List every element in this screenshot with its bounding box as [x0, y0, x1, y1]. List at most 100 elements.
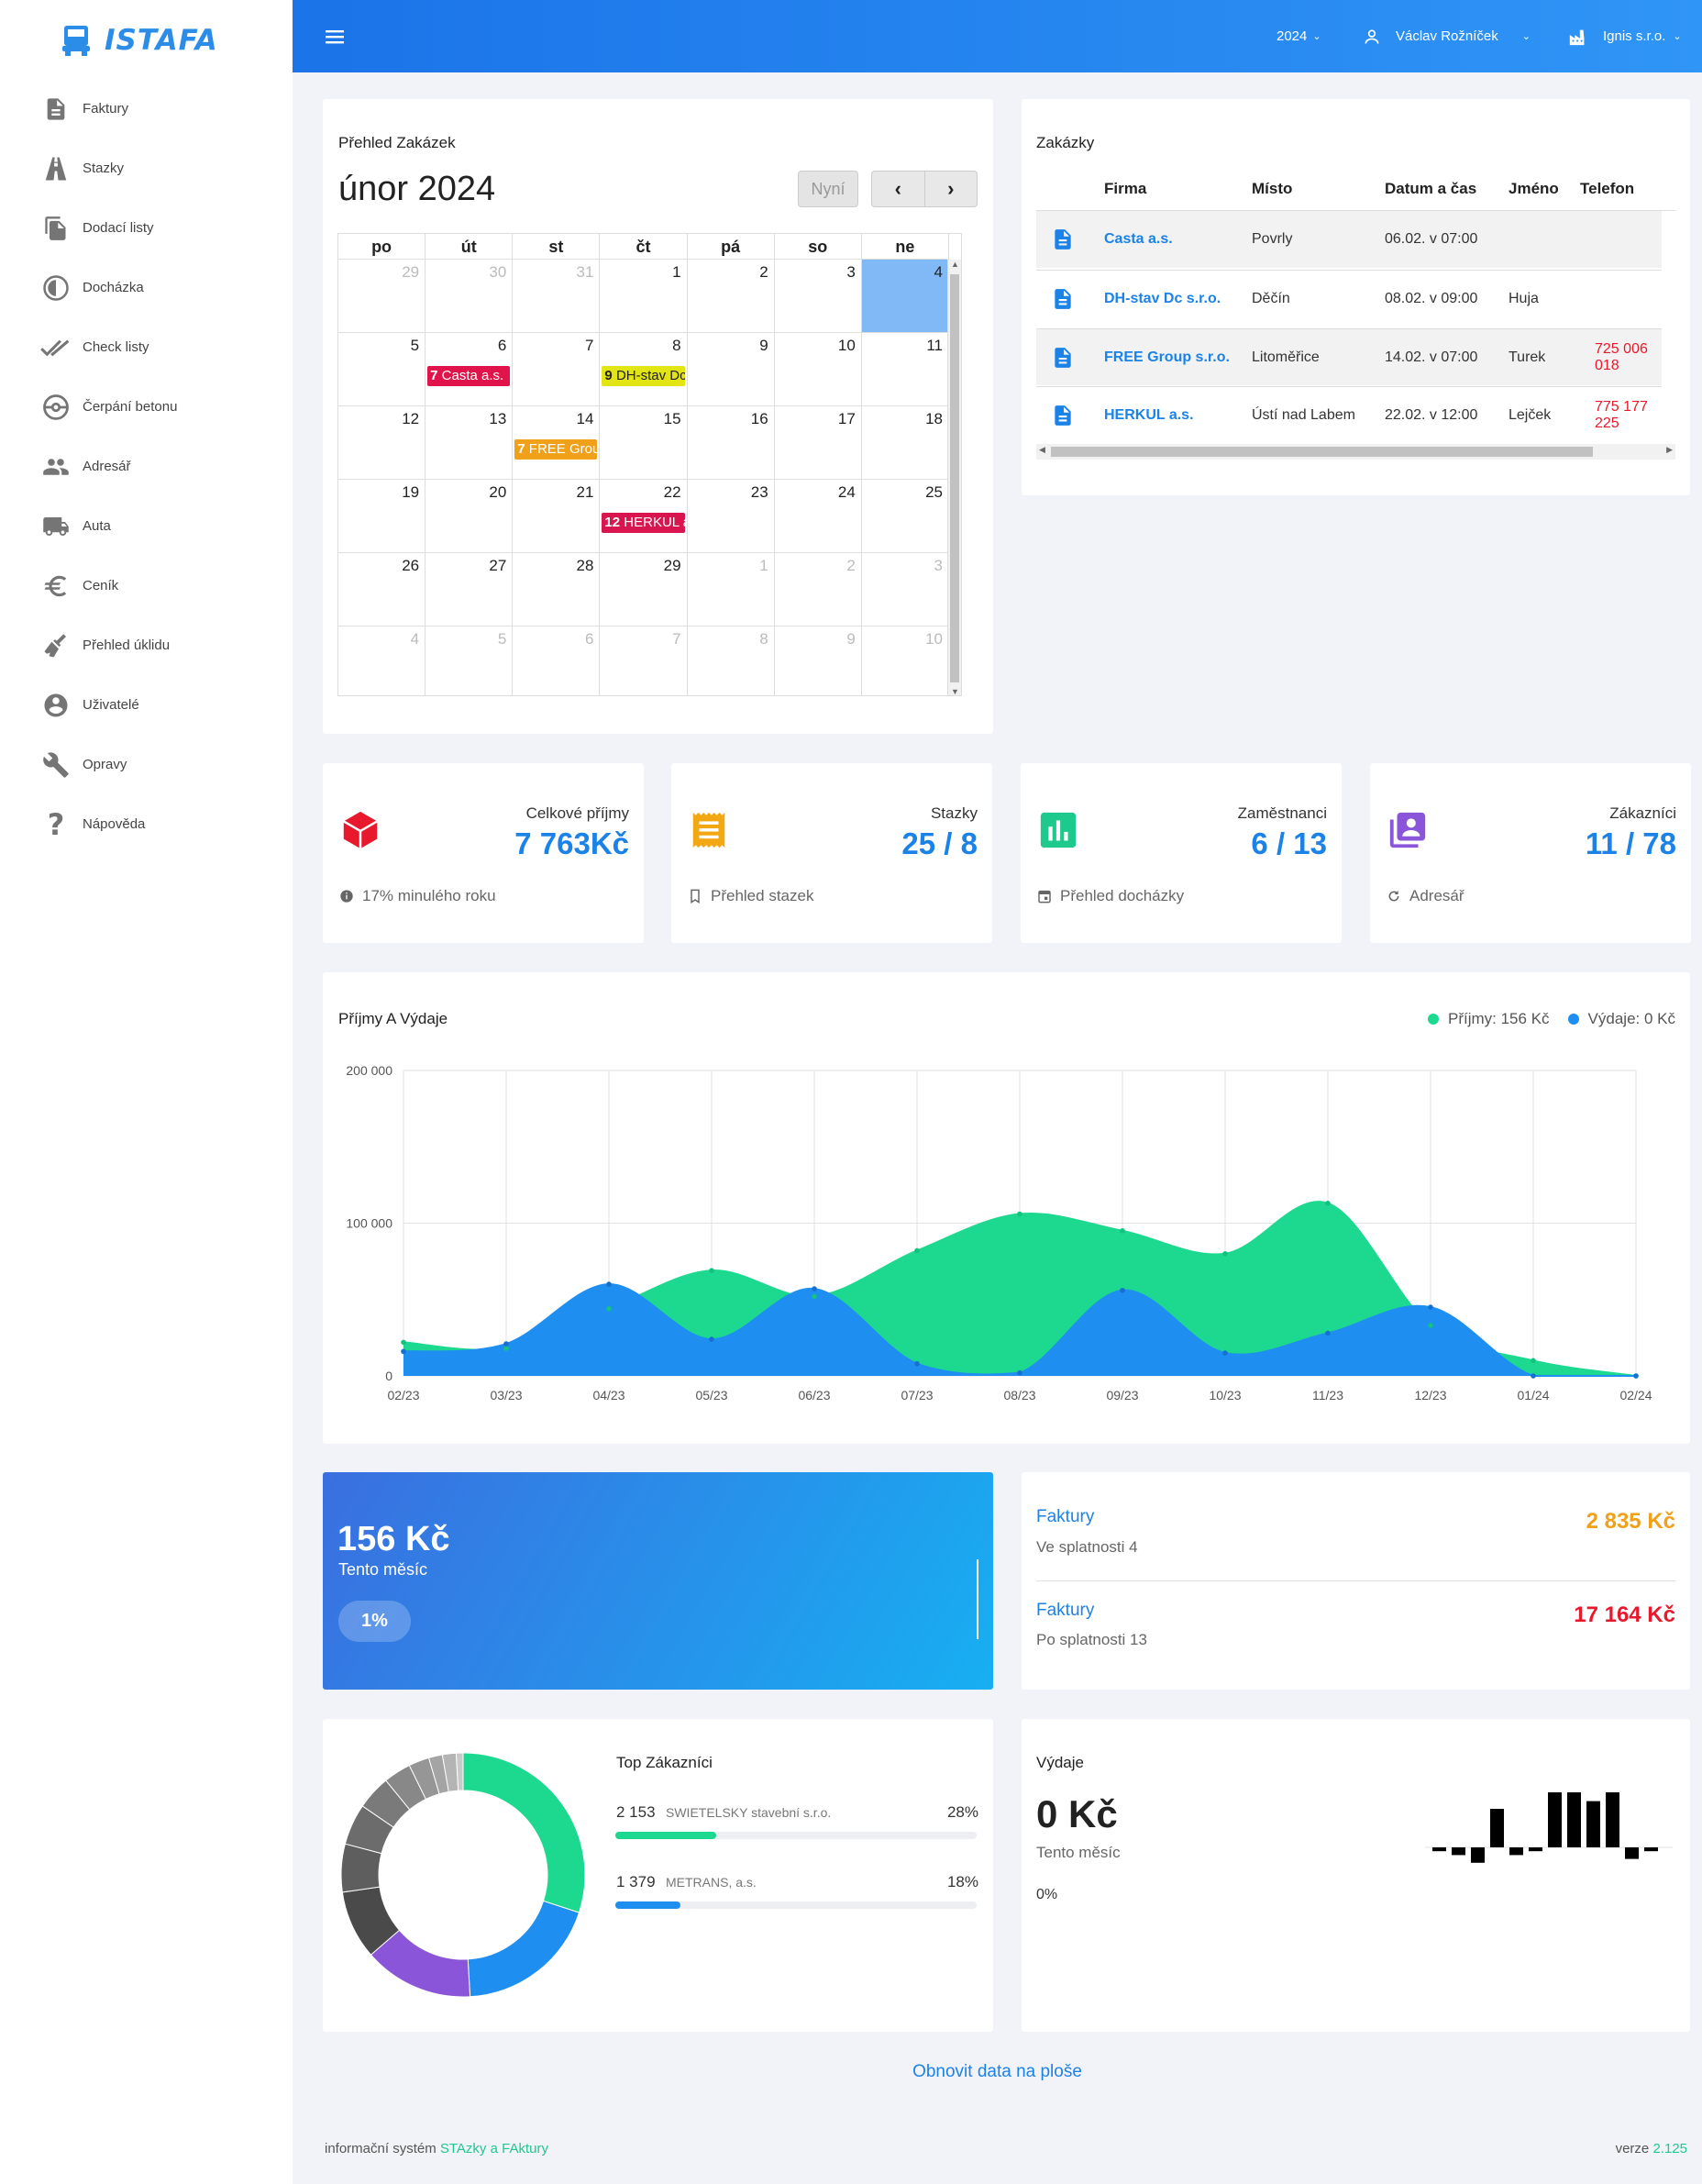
column-header-telefon[interactable]: Telefon [1580, 180, 1635, 197]
sidebar-item-prehled-uklidu[interactable]: Přehled úklidu [0, 615, 293, 675]
customer-name[interactable]: METRANS, a.s. [666, 1875, 757, 1890]
stat-footer[interactable]: Přehled stazek [688, 887, 813, 905]
stat-card-customers[interactable]: Zákazníci 11 / 78 Adresář [1370, 763, 1691, 943]
calendar-event[interactable]: 7 FREE Group s.r.o. [514, 439, 598, 460]
sidebar-item-faktury[interactable]: Faktury [0, 79, 293, 139]
stat-card-stazky[interactable]: Stazky 25 / 8 Přehled stazek [671, 763, 992, 943]
footer-link[interactable]: STAzky a FAktury [439, 2141, 548, 2156]
calendar-event[interactable]: 12 HERKUL a.s. [602, 513, 685, 533]
sidebar-item-cerpani-betonu[interactable]: Čerpání betonu [0, 377, 293, 437]
calendar-day[interactable]: 21 [513, 480, 601, 552]
table-row[interactable]: Casta a.s. Povrly 06.02. v 07:00 [1036, 211, 1662, 268]
calendar-day[interactable]: 1 [688, 553, 775, 626]
sidebar-item-adresar[interactable]: Adresář [0, 437, 293, 496]
customers-donut-chart[interactable] [323, 1741, 589, 2007]
calendar-day[interactable]: 30 [426, 260, 514, 332]
calendar-day[interactable]: 25 [862, 480, 949, 552]
table-row[interactable]: HERKUL a.s. Ústí nad Labem 22.02. v 12:0… [1036, 386, 1662, 443]
sidebar-item-uzivatele[interactable]: Uživatelé [0, 675, 293, 735]
refresh-dashboard-link[interactable]: Obnovit data na ploše [912, 2062, 1082, 2081]
calendar-day[interactable]: 9 [775, 626, 862, 695]
table-row[interactable]: DH-stav Dc s.r.o. Děčín 08.02. v 09:00 H… [1036, 270, 1662, 327]
calendar-scrollbar[interactable]: ▲ ▼ [947, 260, 961, 695]
calendar-day[interactable]: 18 [862, 406, 949, 479]
calendar-day[interactable]: 6 [513, 626, 601, 695]
calendar-event[interactable]: 9 DH-stav Dc s.r.o. [602, 366, 685, 386]
sidebar-item-cenik[interactable]: Ceník [0, 556, 293, 615]
column-header-datum[interactable]: Datum a čas [1385, 180, 1477, 197]
calendar-day[interactable]: 15 [600, 406, 688, 479]
calendar-day[interactable]: 24 [775, 480, 862, 552]
stat-footer[interactable]: Přehled docházky [1037, 887, 1184, 905]
order-telefon[interactable]: 725 006 018 [1595, 340, 1648, 373]
horizontal-scrollbar[interactable]: ◀ ▶ [1036, 444, 1675, 460]
stat-footer[interactable]: Adresář [1387, 887, 1464, 905]
invoice-title[interactable]: Faktury [1036, 1507, 1095, 1526]
calendar-day[interactable]: 22 12 HERKUL a.s. [600, 480, 688, 552]
logo[interactable]: ISTAFA [61, 22, 218, 59]
column-header-misto[interactable]: Místo [1252, 180, 1293, 197]
calendar-day[interactable]: 14 7 FREE Group s.r.o. [513, 406, 601, 479]
calendar-day[interactable]: 10 [775, 333, 862, 405]
income-expense-chart[interactable]: 0 100 000 200 000 02/23 03/23 04/23 05/23 06/23… [323, 972, 1690, 1444]
calendar-day[interactable]: 31 [513, 260, 601, 332]
order-firma[interactable]: DH-stav Dc s.r.o. [1104, 290, 1221, 306]
menu-button[interactable] [326, 0, 346, 72]
year-dropdown[interactable]: 2024 ⌄ [1276, 0, 1321, 72]
calendar-day[interactable]: 3 [775, 260, 862, 332]
calendar-day[interactable]: 5 [338, 333, 426, 405]
order-firma[interactable]: Casta a.s. [1104, 231, 1173, 247]
prev-month-button[interactable]: ‹ [872, 172, 925, 206]
calendar-day[interactable]: 2 [688, 260, 775, 332]
calendar-day[interactable]: 13 [426, 406, 514, 479]
order-firma[interactable]: FREE Group s.r.o. [1104, 349, 1230, 365]
calendar-day[interactable]: 6 7 Casta a.s. [426, 333, 514, 405]
calendar-day[interactable]: 16 [688, 406, 775, 479]
calendar-day[interactable]: 23 [688, 480, 775, 552]
sidebar-item-dochazka[interactable]: Docházka [0, 258, 293, 317]
calendar-day[interactable]: 29 [338, 260, 426, 332]
today-button[interactable]: Nyní [798, 171, 858, 207]
calendar-day[interactable]: 28 [513, 553, 601, 626]
sidebar-item-stazky[interactable]: Stazky [0, 139, 293, 198]
calendar-day-today[interactable]: 4 [861, 260, 949, 332]
calendar-day[interactable]: 8 9 DH-stav Dc s.r.o. [600, 333, 688, 405]
next-month-button[interactable]: › [925, 172, 978, 206]
calendar-day[interactable]: 1 [600, 260, 688, 332]
calendar-day[interactable]: 10 [862, 626, 949, 695]
customer-name[interactable]: SWIETELSKY stavební s.r.o. [666, 1805, 832, 1820]
scrollbar-thumb[interactable] [1051, 447, 1593, 457]
calendar-day[interactable]: 4 [338, 626, 426, 695]
sidebar-item-napoveda[interactable]: ? Nápověda [0, 794, 293, 854]
calendar-day[interactable]: 8 [688, 626, 775, 695]
calendar-day[interactable]: 19 [338, 480, 426, 552]
user-dropdown[interactable]: Václav Rožníček ⌄ [1363, 0, 1531, 72]
order-telefon[interactable]: 775 177 225 [1595, 398, 1648, 431]
invoice-title[interactable]: Faktury [1036, 1601, 1095, 1620]
calendar-day[interactable]: 29 [600, 553, 688, 626]
sidebar-item-check-listy[interactable]: Check listy [0, 317, 293, 377]
scrollbar-thumb[interactable] [950, 274, 959, 682]
calendar-day[interactable]: 5 [426, 626, 514, 695]
calendar-day[interactable]: 12 [338, 406, 426, 479]
sidebar-item-auta[interactable]: Auta [0, 496, 293, 556]
calendar-day[interactable]: 11 [862, 333, 949, 405]
calendar-day[interactable]: 20 [426, 480, 514, 552]
legend-expense-label[interactable]: Výdaje: 0 Kč [1587, 1010, 1675, 1027]
calendar-day[interactable]: 7 [513, 333, 601, 405]
table-row[interactable]: FREE Group s.r.o. Litoměřice 14.02. v 07… [1036, 328, 1662, 385]
calendar-day[interactable]: 9 [688, 333, 775, 405]
calendar-day[interactable]: 17 [775, 406, 862, 479]
calendar-day[interactable]: 26 [338, 553, 426, 626]
company-dropdown[interactable]: Ignis s.r.o. ⌄ [1568, 0, 1682, 72]
column-header-firma[interactable]: Firma [1104, 180, 1147, 197]
calendar-day[interactable]: 2 [775, 553, 862, 626]
sidebar-item-opravy[interactable]: Opravy [0, 735, 293, 794]
calendar-day[interactable]: 27 [426, 553, 514, 626]
calendar-day[interactable]: 3 [862, 553, 949, 626]
sidebar-item-dodaci-listy[interactable]: Dodací listy [0, 198, 293, 258]
stat-card-income[interactable]: Celkové příjmy 7 763Kč 17% minulého roku [323, 763, 644, 943]
legend-income-label[interactable]: Příjmy: 156 Kč [1448, 1010, 1550, 1027]
order-firma[interactable]: HERKUL a.s. [1104, 406, 1194, 423]
stat-card-employees[interactable]: Zaměstnanci 6 / 13 Přehled docházky [1021, 763, 1342, 943]
